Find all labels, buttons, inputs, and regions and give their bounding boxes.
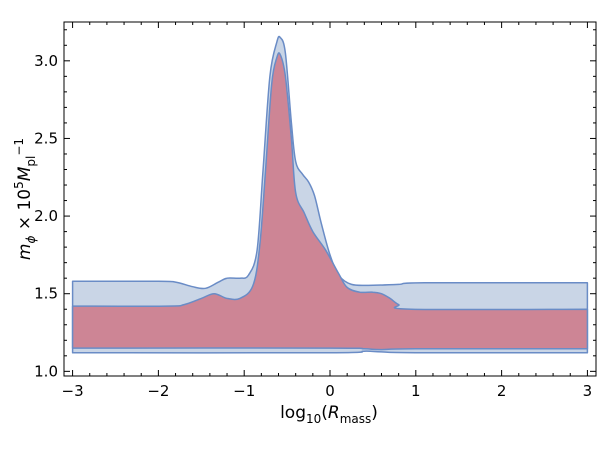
y-axis-label: mϕ × 105Mpl−1 <box>12 138 38 260</box>
x-tick-label: 1 <box>411 382 421 400</box>
x-tick-label: 0 <box>325 382 335 400</box>
x-tick-label: −1 <box>233 382 255 400</box>
x-tick-label: 2 <box>497 382 507 400</box>
ticks-layer: −3 −2 −1 0 1 2 3 1.0 1.5 2.0 2.5 3.0 <box>34 22 596 400</box>
bands-layer <box>71 35 589 354</box>
x-axis-label: log10(Rmass) <box>280 403 378 426</box>
x-tick-label: −2 <box>147 382 169 400</box>
y-tick-label: 1.5 <box>34 285 58 303</box>
y-tick-label: 3.0 <box>34 52 58 70</box>
y-tick-label: 2.5 <box>34 129 58 147</box>
x-tick-label: 3 <box>583 382 593 400</box>
y-tick-label: 1.0 <box>34 362 58 380</box>
x-tick-label: −3 <box>62 382 84 400</box>
band-2 <box>71 52 589 351</box>
y-tick-label: 2.0 <box>34 207 58 225</box>
